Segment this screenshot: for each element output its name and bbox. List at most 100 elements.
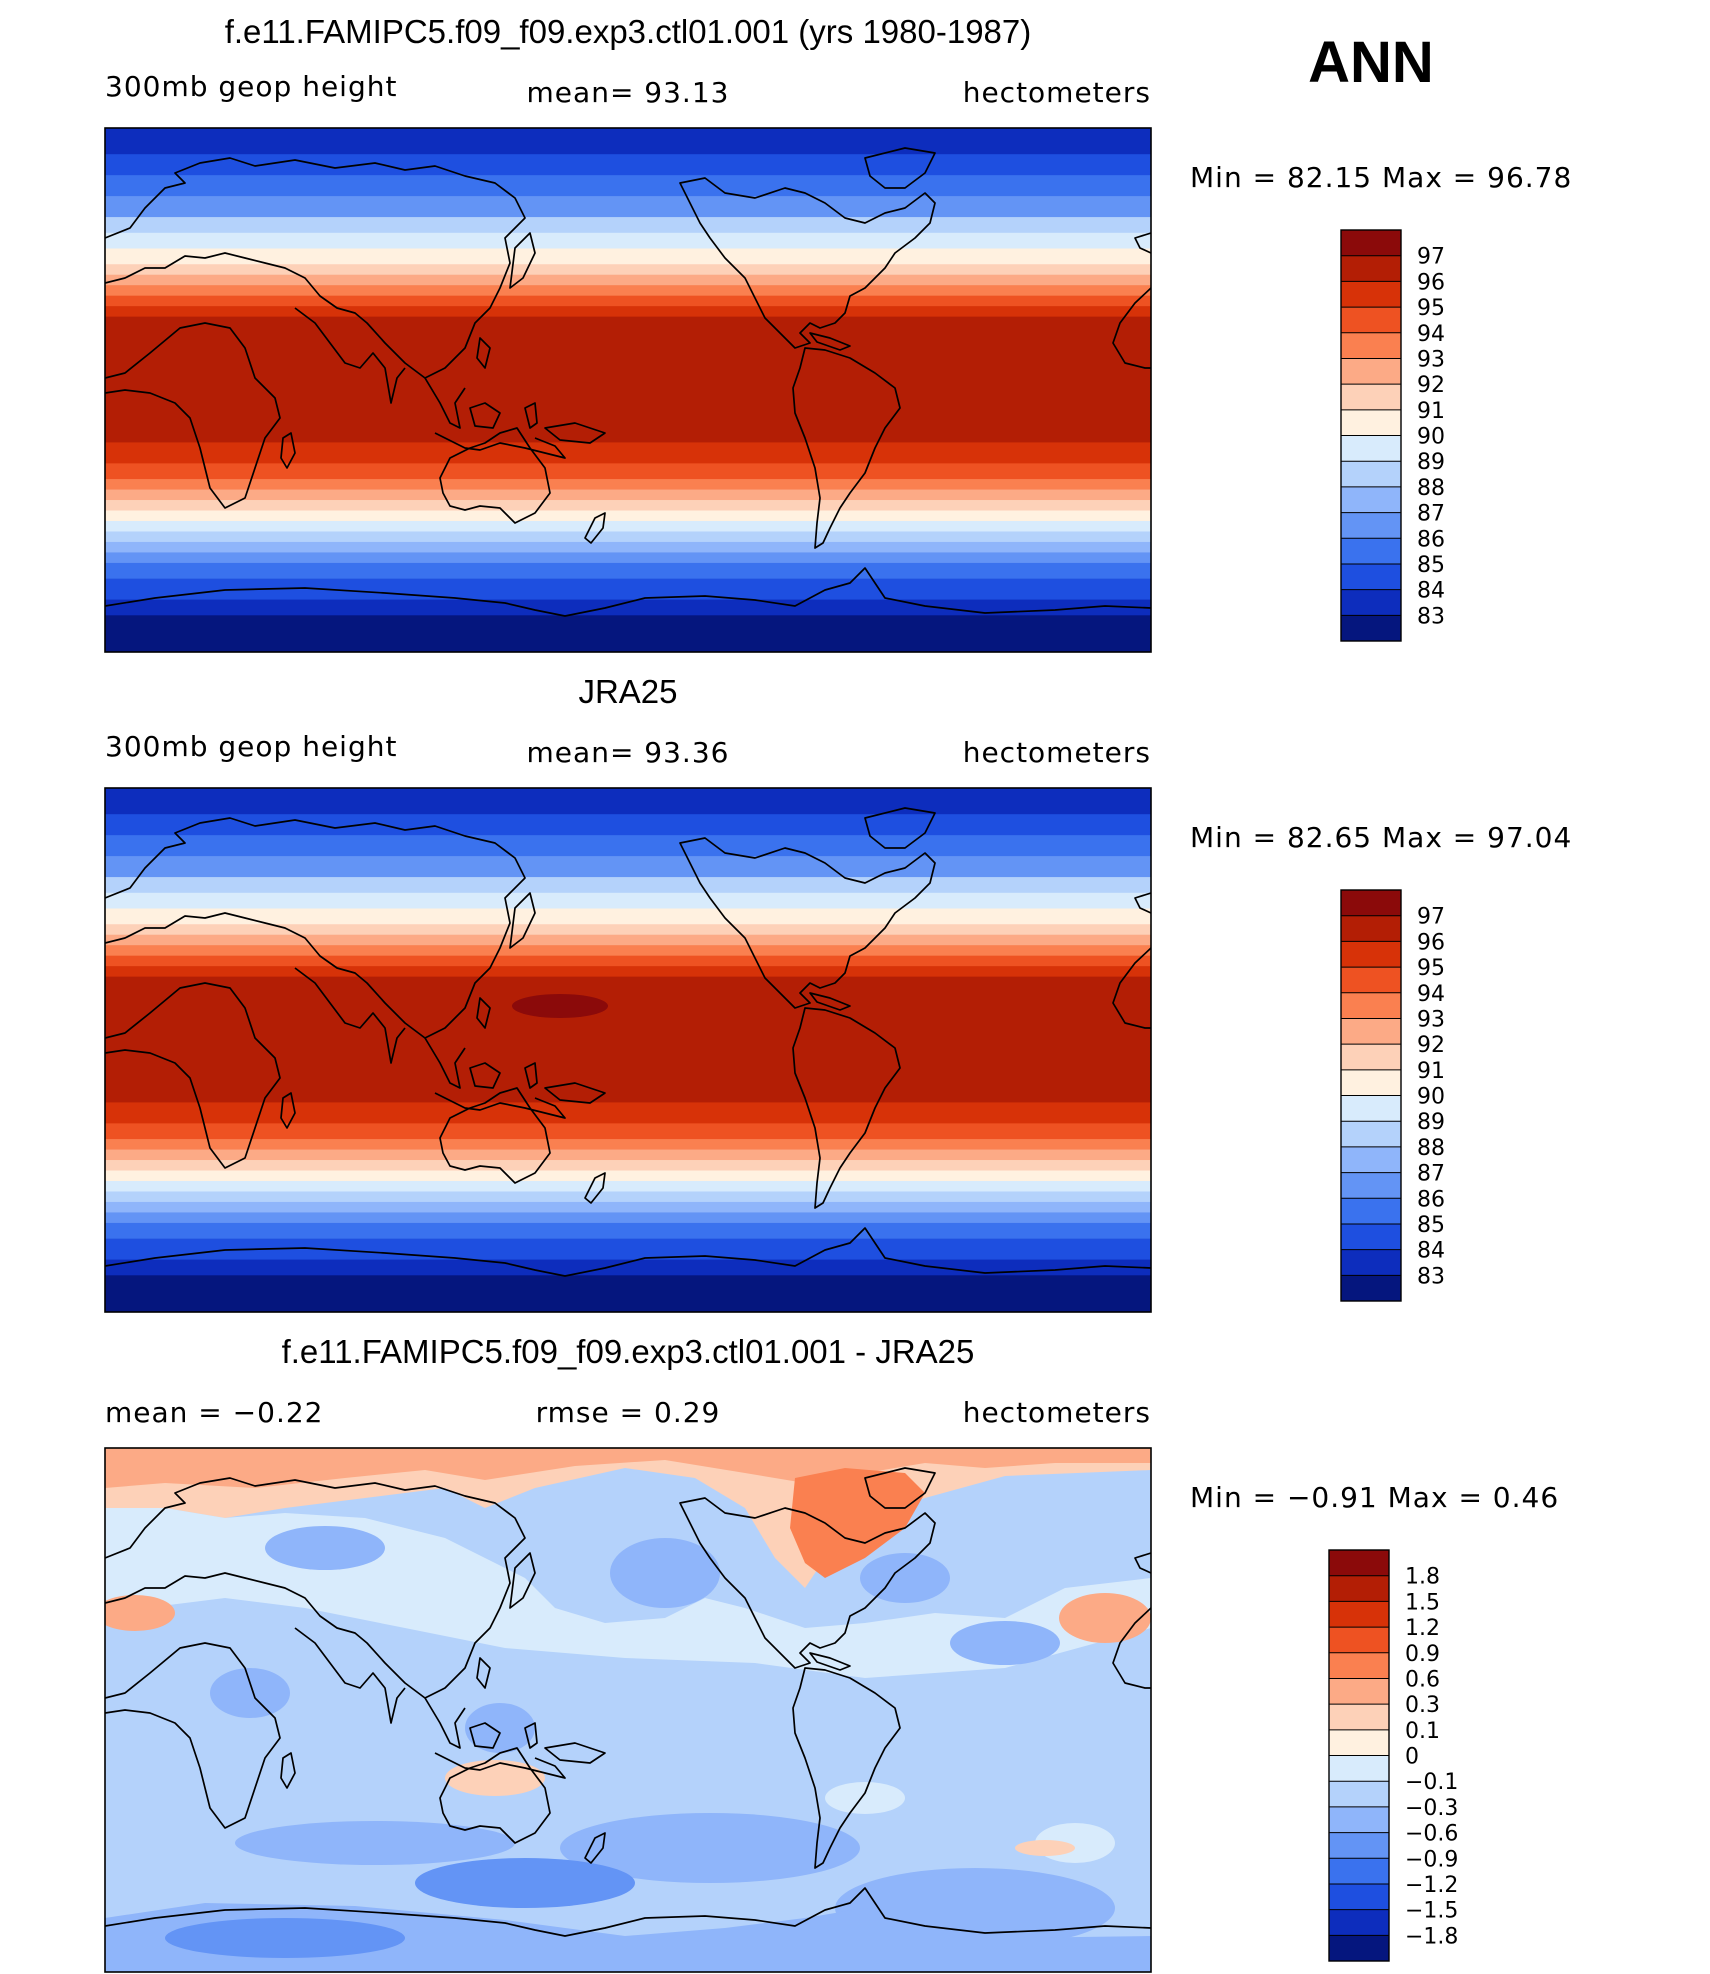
colorbar-swatch — [1341, 1249, 1401, 1276]
colorbar-label: 93 — [1417, 1007, 1445, 1032]
colorbar-swatch — [1329, 1601, 1389, 1628]
contour-band — [105, 835, 1151, 858]
contour-band — [105, 285, 1151, 297]
colorbar-label: 0.6 — [1405, 1667, 1440, 1692]
colorbar-label: 92 — [1417, 1033, 1445, 1058]
colorbar-label: 88 — [1417, 476, 1445, 501]
colorbar-swatch — [1341, 281, 1401, 308]
colorbar-swatch — [1329, 1755, 1389, 1782]
panel-title: f.e11.FAMIPC5.f09_f09.exp3.ctl01.001 - J… — [282, 1333, 975, 1370]
contour-band — [105, 1201, 1151, 1214]
contour-band — [105, 442, 1151, 465]
panel-center-text: mean= 93.13 — [527, 76, 730, 109]
panel-1: f.e11.FAMIPC5.f09_f09.exp3.ctl01.001 (yr… — [104, 13, 1571, 653]
colorbar-swatch — [1341, 1223, 1401, 1251]
map-frame — [104, 787, 1152, 1313]
contour-band — [105, 976, 1151, 1104]
contour-band — [105, 489, 1151, 502]
colorbar-label: 86 — [1417, 527, 1445, 552]
colorbar-swatch — [1341, 1121, 1401, 1148]
colorbar-swatch — [1341, 1069, 1401, 1096]
colorbar-label: 85 — [1417, 1213, 1445, 1238]
colorbar-swatch — [1341, 409, 1401, 436]
colorbar-swatch — [1341, 1275, 1401, 1302]
colorbar-swatch — [1341, 915, 1401, 942]
contour-band — [105, 1212, 1151, 1224]
contour-region — [235, 1821, 515, 1865]
colorbar-frame — [1340, 229, 1402, 642]
colorbar-swatch — [1341, 967, 1401, 994]
colorbar-label: 92 — [1417, 373, 1445, 398]
panel-title: JRA25 — [578, 673, 677, 710]
contour-band — [105, 924, 1151, 936]
colorbar-swatch — [1329, 1652, 1389, 1679]
colorbar-label: 94 — [1417, 322, 1445, 347]
panel-left-text: 300mb geop height — [105, 70, 397, 103]
colorbar-label: 96 — [1417, 270, 1445, 295]
panel-title: f.e11.FAMIPC5.f09_f09.exp3.ctl01.001 (yr… — [225, 13, 1032, 50]
map-frame — [104, 1447, 1152, 1973]
map — [104, 1447, 1152, 1973]
colorbar-swatch — [1341, 332, 1401, 359]
colorbar-label: 90 — [1417, 1085, 1445, 1110]
colorbar-label: 97 — [1417, 245, 1445, 270]
colorbar-swatch — [1341, 1146, 1401, 1174]
colorbar-label: 87 — [1417, 1162, 1445, 1187]
colorbar-swatch — [1341, 435, 1401, 462]
season-label: ANN — [1308, 30, 1434, 95]
contour-region — [265, 1526, 385, 1570]
contour-band — [105, 1181, 1151, 1193]
panel-3: f.e11.FAMIPC5.f09_f09.exp3.ctl01.001 - J… — [104, 1333, 1558, 1973]
contour-region — [415, 1858, 635, 1908]
contour-band — [105, 615, 1151, 652]
colorbar-label: −1.8 — [1405, 1924, 1458, 1949]
contour-region — [560, 1813, 860, 1883]
contour-band — [105, 934, 1151, 947]
colorbar-swatch — [1341, 1172, 1401, 1199]
colorbar-swatch — [1329, 1627, 1389, 1654]
colorbar-label: 90 — [1417, 425, 1445, 450]
colorbar-label: 83 — [1417, 604, 1445, 629]
contour-band — [105, 531, 1151, 543]
contour-band — [105, 128, 1151, 156]
colorbar-swatch — [1341, 255, 1401, 282]
colorbar-label: −0.6 — [1405, 1822, 1458, 1847]
contour-band — [105, 552, 1151, 564]
contour-region — [105, 1595, 175, 1631]
contour-region — [950, 1621, 1060, 1665]
contour-band — [105, 877, 1151, 894]
contour-region — [1059, 1593, 1151, 1643]
contour-band — [105, 316, 1151, 444]
colorbar-label: 91 — [1417, 399, 1445, 424]
contour-band — [105, 1139, 1151, 1151]
panel-right-text: hectometers — [963, 76, 1151, 109]
colorbar-swatch — [1341, 1198, 1401, 1225]
colorbar-label: 1.5 — [1405, 1590, 1440, 1615]
colorbar-swatch — [1341, 384, 1401, 411]
contour-band — [105, 541, 1151, 554]
colorbar-swatch — [1329, 1909, 1389, 1936]
colorbar-swatch — [1329, 1883, 1389, 1911]
colorbar-swatch — [1329, 1704, 1389, 1731]
panel-left-text: mean = −0.22 — [105, 1396, 323, 1429]
panel-right-text: hectometers — [963, 1396, 1151, 1429]
colorbar-swatch — [1329, 1858, 1389, 1885]
contour-band — [105, 1170, 1151, 1182]
colorbar-label: −1.2 — [1405, 1873, 1458, 1898]
colorbar-label: 89 — [1417, 1110, 1445, 1135]
contour-band — [105, 1102, 1151, 1125]
colorbar-swatch — [1329, 1550, 1389, 1577]
colorbar-label: 89 — [1417, 450, 1445, 475]
contour-band — [105, 814, 1151, 837]
colorbar-label: 0.3 — [1405, 1693, 1440, 1718]
minmax-text: Min = 82.65 Max = 97.04 — [1190, 821, 1572, 854]
colorbar-swatch — [1341, 486, 1401, 514]
contour-field — [105, 788, 1151, 1312]
contour-region — [105, 1448, 1151, 1488]
colorbar-label: 86 — [1417, 1187, 1445, 1212]
contour-band — [105, 175, 1151, 198]
colorbar-label: 0.1 — [1405, 1719, 1440, 1744]
contour-band — [105, 562, 1151, 580]
